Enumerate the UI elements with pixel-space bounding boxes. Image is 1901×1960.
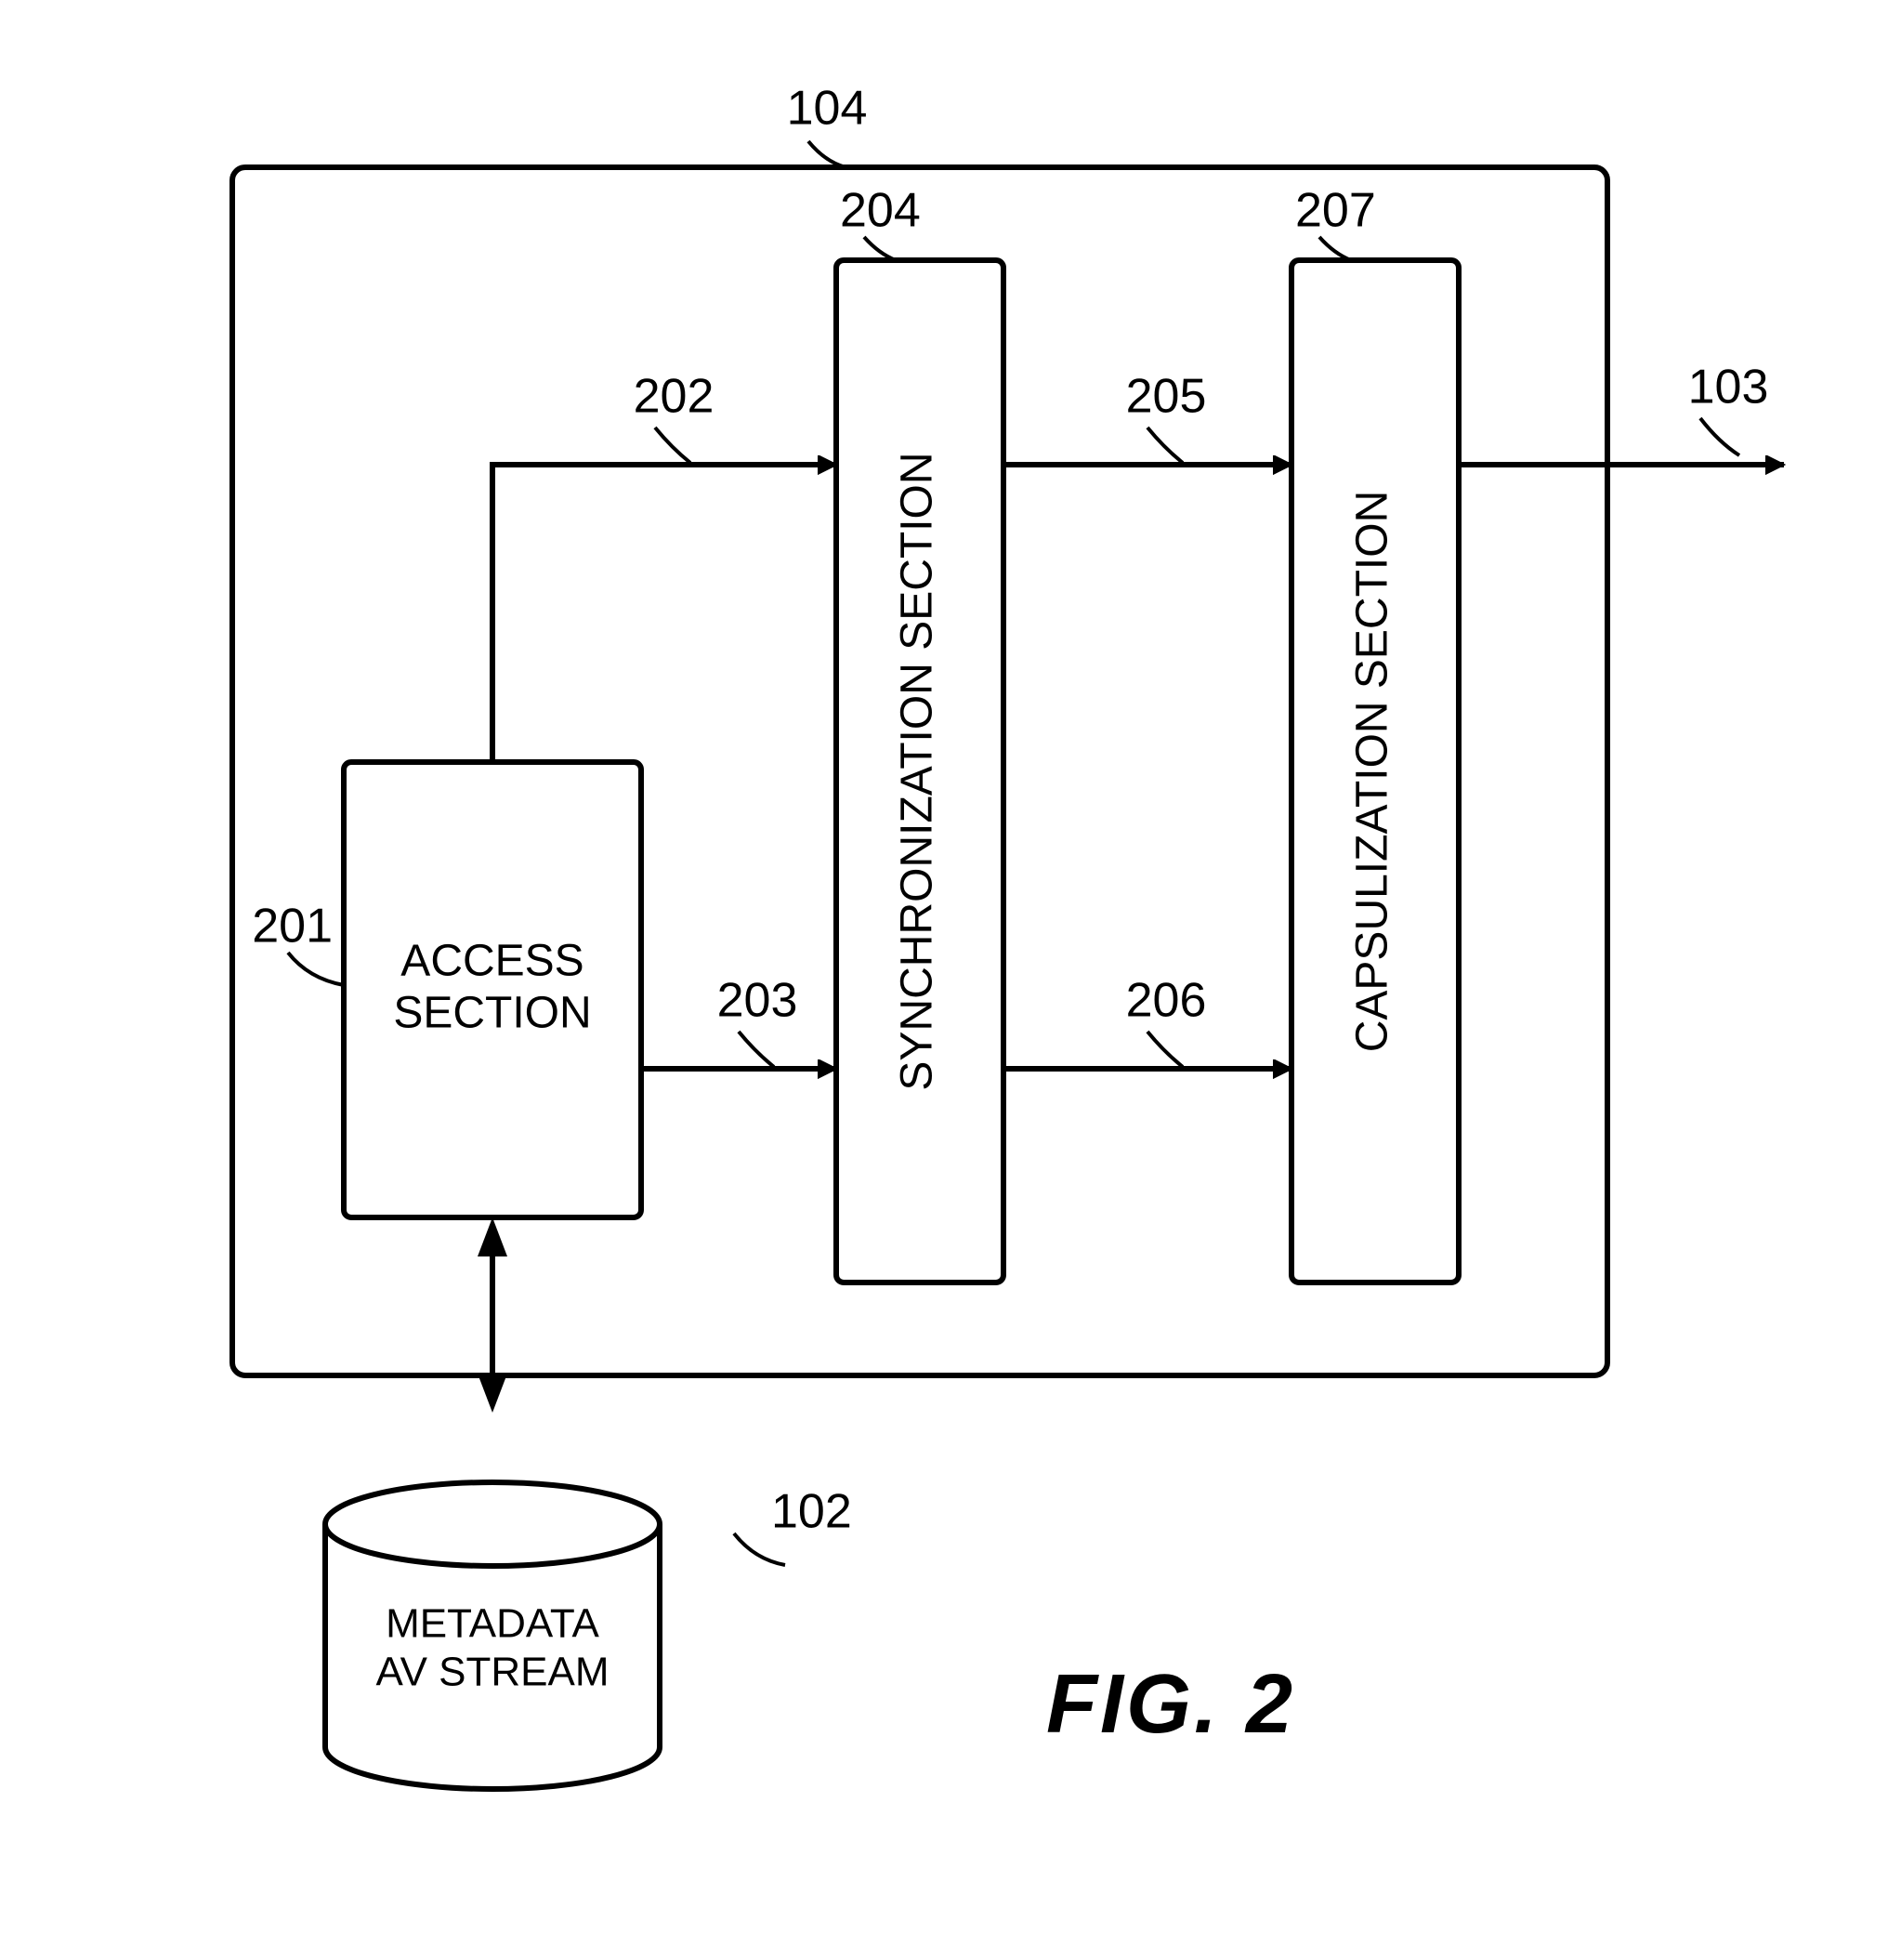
svg-text:METADATA: METADATA	[386, 1601, 599, 1647]
svg-text:207: 207	[1295, 184, 1376, 238]
svg-text:205: 205	[1126, 370, 1207, 424]
svg-text:102: 102	[771, 1485, 852, 1539]
svg-text:201: 201	[252, 900, 333, 954]
svg-text:SYNCHRONIZATION SECTION: SYNCHRONIZATION SECTION	[893, 452, 942, 1090]
svg-text:206: 206	[1126, 974, 1207, 1028]
svg-text:104: 104	[787, 82, 868, 136]
svg-text:202: 202	[634, 370, 715, 424]
svg-text:ACCESS: ACCESS	[400, 937, 583, 986]
svg-text:SECTION: SECTION	[393, 989, 591, 1038]
svg-text:203: 203	[717, 974, 798, 1028]
svg-text:CAPSULIZATION SECTION: CAPSULIZATION SECTION	[1348, 491, 1397, 1053]
svg-text:AV STREAM: AV STREAM	[375, 1650, 609, 1695]
svg-text:103: 103	[1688, 361, 1769, 414]
svg-text:204: 204	[840, 184, 921, 238]
svg-text:FIG. 2: FIG. 2	[1046, 1658, 1295, 1751]
